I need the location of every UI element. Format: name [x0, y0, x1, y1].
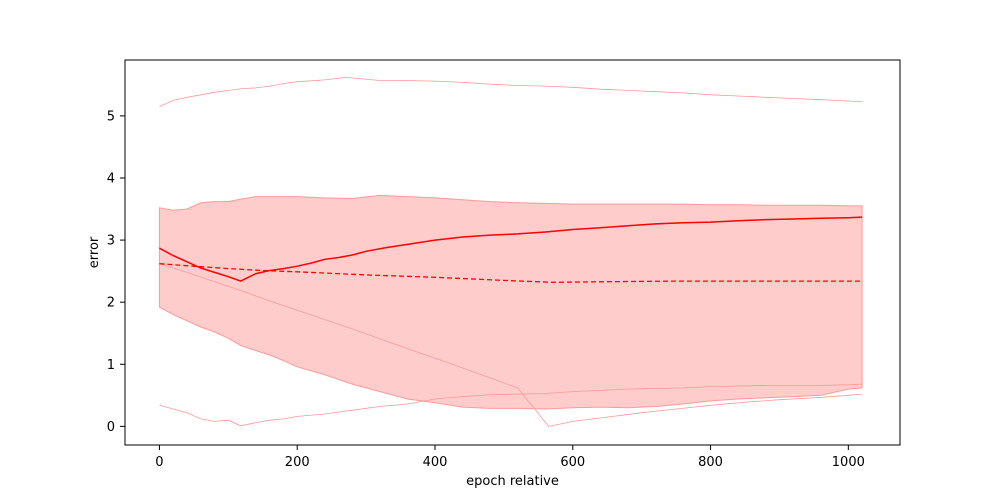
dashed-line: [159, 263, 863, 283]
plot-frame: [124, 59, 901, 446]
outer-line-1: [159, 76, 863, 107]
mean-line: [159, 216, 863, 282]
x-tick-label: 400: [423, 455, 448, 470]
x-tick-label: 1000: [832, 455, 865, 470]
y-tick-label: 5: [107, 109, 115, 124]
x-tick-label: 800: [698, 455, 723, 470]
error-band: [158, 194, 863, 410]
x-tick-label: 0: [155, 455, 163, 470]
x-axis: 0 200 400 600 800 1000: [155, 445, 865, 470]
outer-line-3: [159, 263, 863, 427]
x-tick-label: 600: [560, 455, 585, 470]
y-tick-label: 1: [107, 358, 115, 373]
y-axis: 0 1 2 3 4 5: [107, 109, 125, 435]
outer-line-2: [159, 383, 863, 427]
y-axis-label: error: [87, 236, 102, 268]
y-tick-label: 3: [107, 234, 115, 249]
y-tick-label: 4: [107, 171, 115, 186]
x-axis-label: epoch relative: [466, 474, 559, 489]
y-tick-label: 2: [107, 296, 115, 311]
plot-area: [158, 76, 863, 427]
x-tick-label: 200: [285, 455, 310, 470]
y-tick-label: 0: [107, 420, 115, 435]
